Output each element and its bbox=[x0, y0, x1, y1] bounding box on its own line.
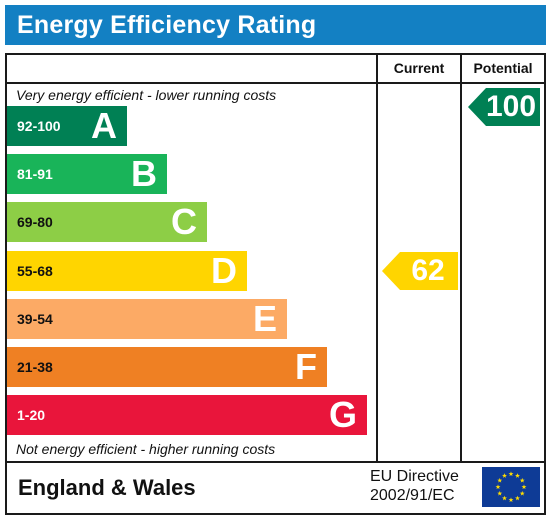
band-range-label: 81-91 bbox=[17, 166, 53, 183]
eu-star-icon bbox=[502, 473, 507, 478]
potential-column-header: Potential bbox=[473, 60, 533, 76]
header-bar: Energy Efficiency Rating bbox=[5, 5, 546, 45]
directive-line-2: 2002/91/EC bbox=[370, 487, 455, 504]
potential-column-divider bbox=[460, 53, 462, 463]
band-letter: A bbox=[91, 105, 117, 146]
eu-star-icon bbox=[521, 484, 527, 490]
eu-star-icon bbox=[515, 495, 520, 501]
band-letter: F bbox=[295, 346, 317, 387]
band-letter: G bbox=[328, 394, 357, 436]
eu-star-icon bbox=[495, 484, 501, 490]
band-letter: E bbox=[252, 297, 277, 339]
band-range-label: 21-38 bbox=[17, 359, 53, 375]
band-range-label: 39-54 bbox=[17, 310, 53, 327]
directive-line-1: EU Directive bbox=[370, 468, 459, 485]
band-range-label: 92-100 bbox=[17, 118, 61, 134]
band-d: 55-68 D bbox=[7, 249, 247, 291]
eu-star-icon bbox=[519, 490, 525, 496]
current-column-divider bbox=[376, 53, 378, 463]
eu-star-icon bbox=[519, 477, 525, 483]
eu-star-icon bbox=[497, 490, 503, 496]
eu-star-icon bbox=[508, 497, 514, 503]
band-a: 92-100 A bbox=[7, 105, 127, 146]
band-c: 69-80 C bbox=[7, 201, 207, 243]
eu-star-icon bbox=[515, 473, 520, 478]
band-b: 81-91 B bbox=[7, 153, 167, 195]
eu-flag-icon bbox=[482, 467, 540, 507]
current-rating-value: 62 bbox=[411, 253, 445, 287]
potential-arrow-shape bbox=[468, 88, 540, 126]
current-arrow-shape bbox=[382, 251, 458, 290]
band-range-label: 55-68 bbox=[17, 262, 53, 279]
band-f: 21-38 F bbox=[7, 346, 327, 387]
eu-star-icon bbox=[508, 471, 514, 477]
potential-rating-arrow: 100 bbox=[468, 88, 540, 126]
rating-frame bbox=[5, 53, 546, 515]
potential-rating-value: 100 bbox=[485, 90, 537, 123]
footer-region: England & Wales bbox=[18, 475, 196, 500]
current-arrow-polygon bbox=[382, 251, 458, 290]
band-letter: B bbox=[131, 153, 157, 195]
page-title: Energy Efficiency Rating bbox=[17, 11, 317, 39]
current-column-header: Current bbox=[393, 60, 445, 76]
band-letter: C bbox=[171, 201, 197, 243]
eu-star-icon bbox=[502, 495, 507, 501]
footer-divider bbox=[5, 461, 546, 463]
band-e: 39-54 E bbox=[7, 297, 287, 339]
bottom-note: Not energy efficient - higher running co… bbox=[16, 441, 276, 457]
eu-star-icon bbox=[497, 477, 503, 483]
band-g: 1-20 G bbox=[7, 394, 367, 436]
header-divider bbox=[5, 82, 546, 84]
potential-arrow-polygon bbox=[468, 88, 540, 126]
band-letter: D bbox=[211, 249, 237, 291]
band-range-label: 69-80 bbox=[17, 214, 53, 231]
top-note: Very energy efficient - lower running co… bbox=[16, 87, 277, 103]
band-range-label: 1-20 bbox=[17, 407, 46, 424]
current-rating-arrow: 62 bbox=[382, 251, 458, 290]
